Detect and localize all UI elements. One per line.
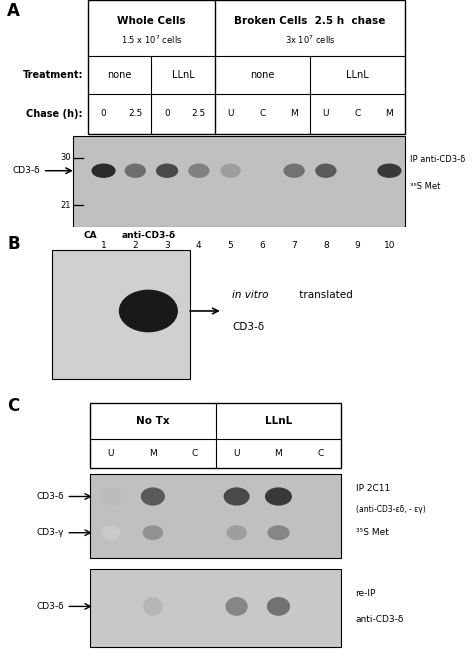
- Ellipse shape: [125, 164, 145, 177]
- Ellipse shape: [141, 488, 164, 505]
- Text: U: U: [323, 109, 329, 118]
- Text: 2.5: 2.5: [191, 109, 206, 118]
- Bar: [90, 569, 341, 647]
- Bar: [90, 474, 341, 558]
- Bar: [52, 250, 190, 379]
- Text: LLnL: LLnL: [172, 70, 194, 80]
- Ellipse shape: [156, 164, 177, 177]
- Text: 3: 3: [164, 241, 170, 249]
- Text: C: C: [259, 109, 265, 118]
- Text: CD3-δ: CD3-δ: [232, 322, 264, 332]
- Ellipse shape: [144, 597, 162, 615]
- Text: none: none: [107, 70, 132, 80]
- Ellipse shape: [378, 164, 401, 177]
- Ellipse shape: [268, 526, 289, 540]
- Text: (anti-CD3-εδ, - εγ): (anti-CD3-εδ, - εγ): [356, 505, 425, 514]
- Text: 30: 30: [61, 153, 71, 163]
- Text: C: C: [191, 449, 198, 458]
- Text: ³⁵S Met: ³⁵S Met: [356, 528, 388, 537]
- Text: B: B: [7, 235, 20, 253]
- Ellipse shape: [92, 164, 115, 177]
- Ellipse shape: [221, 164, 240, 177]
- Bar: [73, 136, 405, 227]
- Text: CD3-δ: CD3-δ: [36, 492, 64, 501]
- Text: anti-CD3-δ: anti-CD3-δ: [356, 615, 404, 624]
- Text: CD3-δ: CD3-δ: [36, 602, 64, 611]
- Text: 2: 2: [133, 241, 138, 249]
- Ellipse shape: [284, 164, 304, 177]
- Ellipse shape: [226, 597, 247, 615]
- Text: Treatment:: Treatment:: [22, 70, 83, 80]
- Ellipse shape: [316, 164, 336, 177]
- Text: C: C: [7, 397, 19, 415]
- Text: Chase (h):: Chase (h):: [27, 109, 83, 119]
- Ellipse shape: [265, 488, 291, 505]
- Text: 8: 8: [323, 241, 329, 249]
- Text: 5: 5: [228, 241, 234, 249]
- Text: 9: 9: [355, 241, 361, 249]
- Text: ³⁵S Met: ³⁵S Met: [410, 182, 440, 191]
- Text: Whole Cells: Whole Cells: [117, 16, 185, 26]
- Text: 0: 0: [100, 109, 107, 118]
- Text: 6: 6: [259, 241, 265, 249]
- Text: anti-CD3-δ: anti-CD3-δ: [121, 231, 175, 240]
- Ellipse shape: [143, 526, 162, 540]
- Text: none: none: [250, 70, 274, 80]
- Text: 7: 7: [291, 241, 297, 249]
- Text: C: C: [355, 109, 361, 118]
- Text: 1.5 x 10$^7$ cells: 1.5 x 10$^7$ cells: [120, 34, 182, 45]
- Text: M: M: [149, 449, 157, 458]
- Text: LLnL: LLnL: [346, 70, 369, 80]
- Text: U: U: [108, 449, 114, 458]
- Text: Broken Cells  2.5 h  chase: Broken Cells 2.5 h chase: [234, 16, 386, 26]
- Text: M: M: [290, 109, 298, 118]
- Text: M: M: [385, 109, 393, 118]
- Text: 21: 21: [61, 201, 71, 210]
- Text: M: M: [274, 449, 283, 458]
- Text: CD3-δ: CD3-δ: [13, 166, 40, 175]
- Text: LLnL: LLnL: [265, 416, 292, 426]
- Text: A: A: [7, 2, 20, 20]
- Text: 2.5: 2.5: [128, 109, 143, 118]
- Ellipse shape: [101, 488, 120, 505]
- Text: No Tx: No Tx: [136, 416, 170, 426]
- Ellipse shape: [189, 164, 209, 177]
- Text: 4: 4: [196, 241, 201, 249]
- Text: IP 2C11: IP 2C11: [356, 484, 390, 493]
- Text: in vitro: in vitro: [232, 290, 269, 300]
- Text: 10: 10: [383, 241, 395, 249]
- Ellipse shape: [267, 597, 289, 615]
- Text: CD3-γ: CD3-γ: [36, 528, 64, 537]
- Ellipse shape: [102, 526, 119, 540]
- Text: re-IP: re-IP: [356, 589, 376, 597]
- Ellipse shape: [227, 526, 246, 540]
- Text: IP anti-CD3-δ: IP anti-CD3-δ: [410, 155, 465, 164]
- Bar: [88, 0, 405, 134]
- Text: 0: 0: [164, 109, 170, 118]
- Text: CA: CA: [84, 231, 98, 240]
- Text: U: U: [228, 109, 234, 118]
- Bar: [90, 403, 341, 468]
- Text: 1: 1: [100, 241, 107, 249]
- Ellipse shape: [119, 290, 177, 332]
- Text: translated: translated: [296, 290, 353, 300]
- Text: C: C: [317, 449, 323, 458]
- Text: U: U: [233, 449, 240, 458]
- Ellipse shape: [224, 488, 249, 505]
- Text: 3x 10$^7$ cells: 3x 10$^7$ cells: [285, 34, 335, 45]
